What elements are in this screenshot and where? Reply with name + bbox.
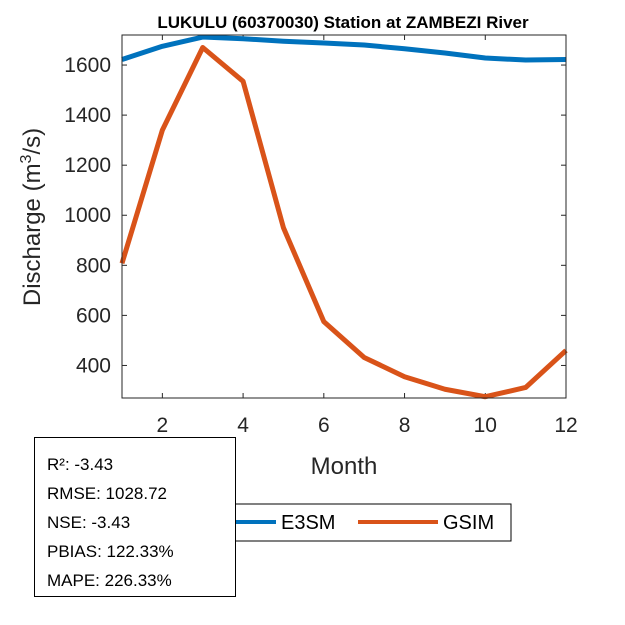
y-tick-label: 400 [76, 354, 111, 377]
y-axis-label-end: /s) [19, 128, 46, 155]
x-tick-label: 4 [237, 414, 249, 437]
stat-pbias: PBIAS: 122.33% [47, 542, 174, 561]
y-tick-label: 800 [76, 254, 111, 277]
x-tick-label: 6 [318, 414, 330, 437]
plot-frame [121, 34, 567, 399]
legend: E3SM GSIM [184, 503, 512, 542]
x-axis-label: Month [311, 453, 378, 480]
legend-label-gsim: GSIM [443, 512, 494, 534]
y-tick-label: 1200 [64, 154, 111, 177]
series-lines [119, 34, 568, 400]
y-axis-label: Discharge (m3/s) [18, 128, 46, 306]
y-axis: 400 600 800 1000 1200 1400 1600 [64, 54, 566, 377]
chart-title: LUKULU (60370030) Station at ZAMBEZI Riv… [157, 13, 529, 32]
y-tick-label: 1000 [64, 204, 111, 227]
x-tick-label: 2 [157, 414, 169, 437]
x-tick-label: 10 [474, 414, 497, 437]
y-axis-label-sup: 3 [18, 154, 35, 163]
x-tick-label: 12 [554, 414, 577, 437]
stat-rmse: RMSE: 1028.72 [47, 484, 168, 503]
y-tick-label: 1400 [64, 104, 111, 127]
stat-nse: NSE: -3.43 [47, 513, 131, 532]
y-tick-label: 1600 [64, 54, 111, 77]
series-line-e3sm [121, 34, 567, 63]
stat-mape: MAPE: 226.33% [47, 571, 172, 590]
y-axis-label-main: Discharge (m [19, 163, 46, 306]
legend-label-e3sm: E3SM [281, 512, 335, 534]
stats-box: R²: -3.43 RMSE: 1028.72 NSE: -3.43 PBIAS… [34, 437, 236, 597]
plot-area [122, 35, 566, 398]
series-line-gsim [119, 45, 568, 400]
y-tick-label: 600 [76, 304, 111, 327]
x-tick-label: 8 [399, 414, 411, 437]
stat-r2: R²: -3.43 [47, 455, 114, 474]
x-axis: 2 4 6 8 10 12 [157, 35, 578, 437]
